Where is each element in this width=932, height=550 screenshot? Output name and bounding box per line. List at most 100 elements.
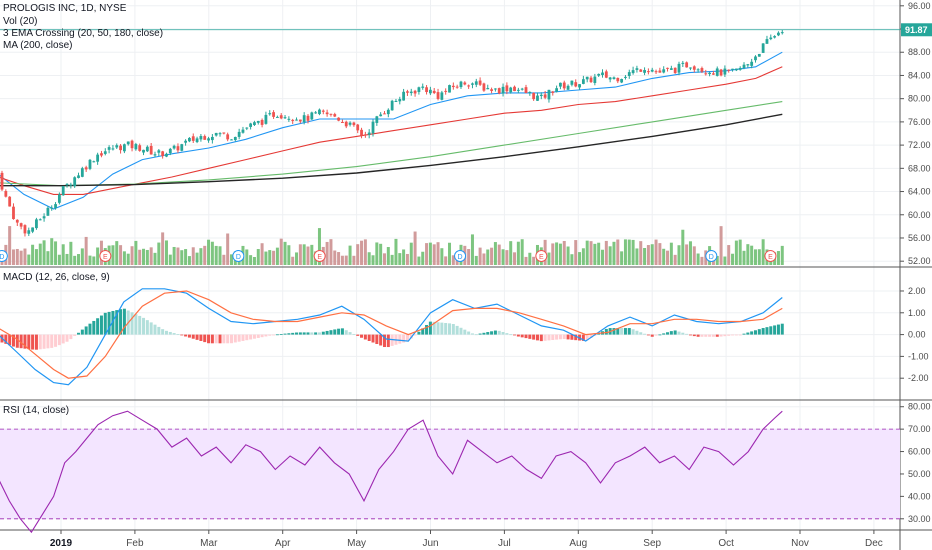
dividend-marker-label: D [236,254,241,261]
macd-hist-bar [589,334,593,338]
macd-hist-bar [207,334,211,344]
macd-hist-bar [252,334,256,339]
volume-bar [130,246,134,265]
volume-bar [203,245,207,265]
candle-body [245,127,249,129]
volume-bar [8,226,12,265]
candle-body [769,37,773,40]
volume-bar [589,241,593,265]
candle-body [50,207,54,209]
macd-hist-bar [486,332,490,335]
candle-body [593,76,597,83]
macd-lines [0,288,783,386]
candle-body [685,62,689,68]
macd-hist-bar [623,328,627,335]
candle-body [31,227,35,232]
volume-bar [222,254,226,265]
volume-bar [654,239,658,265]
candle-body [616,77,620,82]
macd-hist-bar [245,334,249,341]
macd-hist-bar [669,331,673,335]
candle-body [4,191,8,197]
candle-body [451,85,455,88]
macd-hist-bar [218,334,222,344]
candle-body [509,87,513,93]
candle-body [421,86,425,88]
candle-body [134,144,138,150]
rsi-line [0,410,783,534]
volume-bar [295,252,299,265]
candle-body [654,71,658,73]
candle-body [149,145,153,155]
volume-bars [0,226,784,265]
macd-hist-bar [405,334,409,342]
candle-body [612,77,616,80]
volume-bar [168,254,172,265]
macd-hist-bar [696,334,700,337]
rsi-tick-label: 70.00 [908,424,931,434]
volume-bar [681,229,685,265]
candle-body [666,67,669,69]
macd-hist-bar [333,329,337,335]
volume-bar [566,246,570,265]
macd-hist-bar [513,334,517,336]
x-tick-label: May [347,538,366,549]
macd-hist-bar [272,334,276,336]
candle-body [138,145,142,151]
candle-body [222,132,226,134]
candle-body [738,67,742,70]
dividend-marker [232,250,245,262]
candle-body [283,117,287,119]
macd-hist-bar [650,334,654,337]
volume-bar [578,252,582,265]
volume-bar [191,247,195,265]
candle-body [77,175,80,178]
macd-hist-bar [776,324,780,335]
macd-hist-bar [524,334,528,339]
volume-bar [375,242,379,265]
volume-bar [157,242,161,265]
macd-hist-bar [57,334,61,346]
macd-hist-bar [643,333,647,335]
price-tick-label: 96.00 [908,1,931,11]
volume-bar [555,242,559,265]
volume-bar [119,245,123,265]
candle-body [130,140,134,149]
candle-body [570,80,574,85]
macd-hist-bar [46,334,50,349]
earnings-marker [764,250,777,262]
candle-body [406,91,409,93]
volume-bar [490,247,494,265]
volume-bar [623,239,627,265]
x-tick-label: Feb [126,538,144,549]
candle-body [532,92,536,100]
volume-bar [122,251,126,265]
price-tick-label: 60.00 [908,210,931,220]
candle-body [38,219,42,221]
candle-body [501,86,505,94]
macd-hist-bar [451,324,455,335]
volume-bar [497,244,501,265]
macd-hist-bar [386,334,390,348]
volume-bar [474,255,478,265]
macd-hist-bar [520,334,524,338]
volume-bar [570,254,574,265]
volume-bar [688,241,692,265]
candle-body [230,139,233,141]
price-tick-label: 64.00 [908,187,931,197]
ema20-line [0,51,783,210]
volume-bar [31,244,35,265]
macd-hist-bar [371,334,375,343]
macd-hist-bar [50,334,54,348]
volume-bar [279,238,283,265]
volume-bar [272,250,276,265]
candle-body [673,67,677,74]
volume-bar [696,253,700,265]
candle-body [646,71,650,73]
volume-bar [195,252,199,265]
volume-bar [627,239,631,265]
volume-bar [275,247,279,265]
macd-hist-bar [516,334,520,337]
candle-body [260,119,264,125]
